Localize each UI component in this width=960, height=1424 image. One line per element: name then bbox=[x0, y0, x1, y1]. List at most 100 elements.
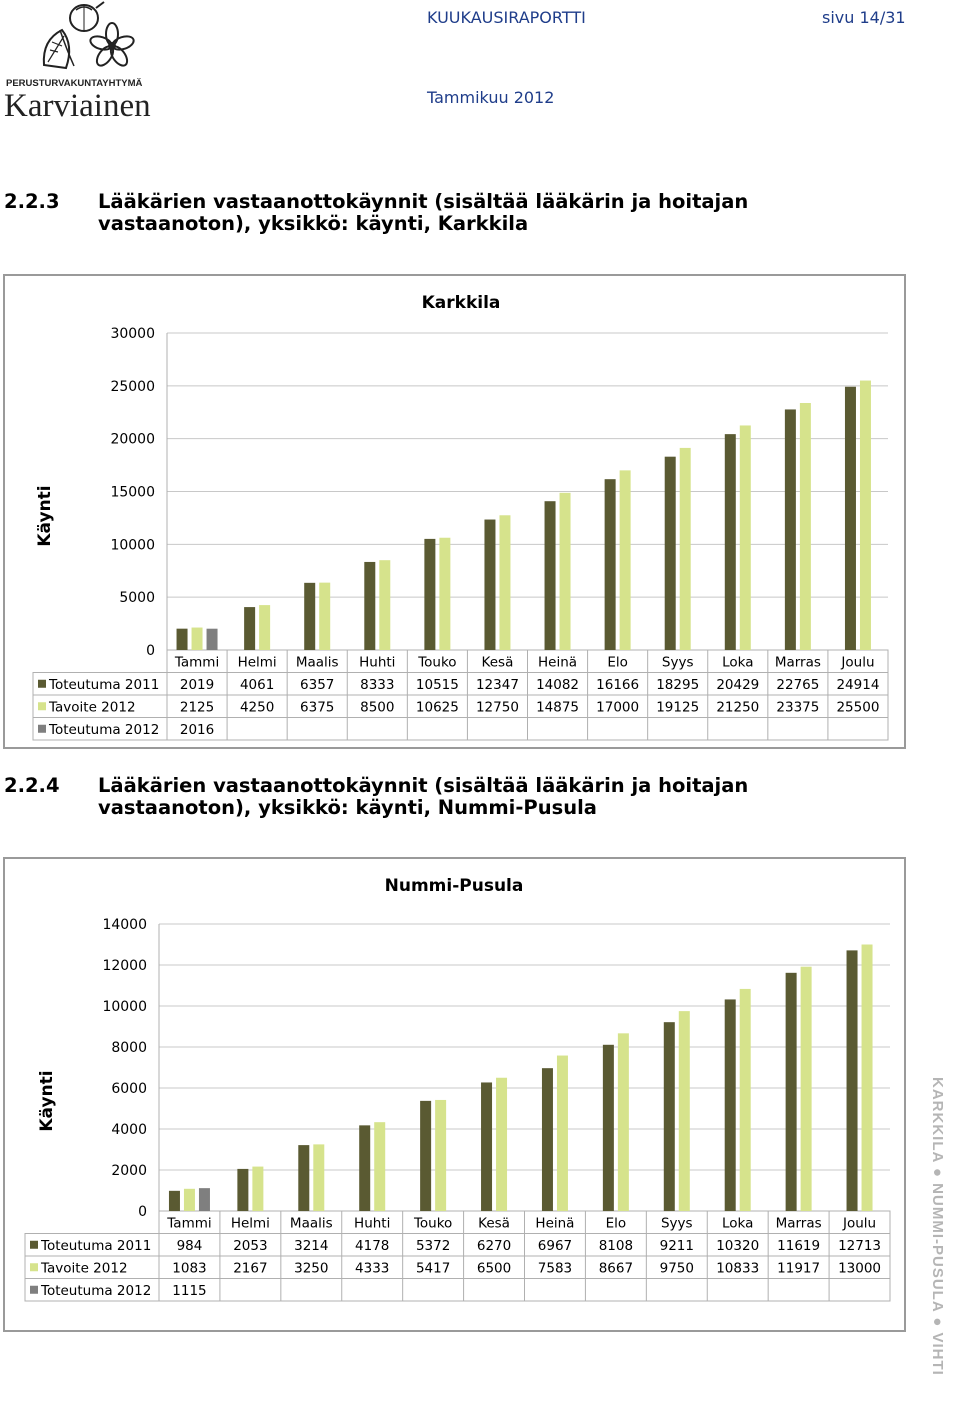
bar bbox=[785, 972, 797, 1211]
table-value: 21250 bbox=[716, 700, 759, 716]
bar bbox=[439, 537, 451, 650]
side-text: KARKKILA ● NUMMI-PUSULA ● VIHTI bbox=[929, 1077, 946, 1376]
category-label: Heinä bbox=[538, 655, 577, 671]
y-tick-label: 14000 bbox=[102, 917, 147, 933]
category-label: Tammi bbox=[166, 1216, 211, 1232]
legend-swatch bbox=[38, 702, 46, 711]
table-value: 25500 bbox=[836, 700, 879, 716]
bar bbox=[424, 538, 436, 650]
table-value: 10320 bbox=[716, 1238, 759, 1254]
category-label: Marras bbox=[775, 655, 821, 671]
table-value: 10833 bbox=[716, 1261, 759, 1277]
bar bbox=[420, 1100, 432, 1211]
category-label: Tammi bbox=[174, 655, 219, 671]
bar bbox=[800, 966, 812, 1211]
table-value: 7583 bbox=[538, 1261, 572, 1277]
bar bbox=[559, 492, 571, 650]
bar bbox=[664, 456, 676, 650]
category-label: Heinä bbox=[535, 1216, 574, 1232]
category-label: Syys bbox=[661, 1216, 693, 1232]
legend-swatch bbox=[30, 1285, 38, 1294]
table-value: 11917 bbox=[777, 1261, 820, 1277]
section-title-line1: Lääkärien vastaanottokäynnit (sisältää l… bbox=[98, 190, 749, 213]
side-region-text: KARKKILA ● NUMMI-PUSULA ● VIHTI bbox=[925, 1075, 955, 1420]
y-tick-label: 15000 bbox=[110, 485, 155, 501]
bar bbox=[846, 950, 858, 1211]
category-label: Joulu bbox=[842, 1216, 876, 1232]
y-tick-label: 8000 bbox=[111, 1040, 147, 1056]
table-value: 1083 bbox=[172, 1261, 206, 1277]
table-value: 4250 bbox=[240, 700, 274, 716]
table-value: 11619 bbox=[777, 1238, 820, 1254]
bar bbox=[168, 1190, 180, 1211]
bar bbox=[861, 944, 873, 1211]
y-tick-label: 30000 bbox=[110, 326, 155, 342]
y-tick-label: 25000 bbox=[110, 379, 155, 395]
legend-swatch bbox=[30, 1263, 38, 1272]
bar bbox=[739, 988, 751, 1211]
section-number: 2.2.4 bbox=[4, 774, 60, 797]
bar bbox=[237, 1168, 249, 1211]
legend-label: Toteutuma 2011 bbox=[40, 1238, 151, 1254]
bar bbox=[364, 561, 376, 650]
table-value: 16166 bbox=[596, 677, 639, 693]
legend-swatch bbox=[38, 679, 46, 688]
category-label: Huhti bbox=[359, 655, 395, 671]
chart-nummi-pusula-svg: Nummi-Pusula Käynti 0 2000 4000 6000 8000 10000… bbox=[24, 876, 891, 1302]
bar bbox=[206, 628, 218, 650]
logo-name: Karviainen bbox=[4, 88, 151, 124]
y-axis-label: Käynti bbox=[37, 1070, 57, 1131]
table-value: 4333 bbox=[355, 1261, 389, 1277]
table-value: 2019 bbox=[180, 677, 214, 693]
legend-label: Tavoite 2012 bbox=[40, 1261, 128, 1277]
category-label: Loka bbox=[722, 655, 753, 671]
bar bbox=[617, 1033, 629, 1211]
table-value: 19125 bbox=[656, 700, 699, 716]
table-value: 20429 bbox=[716, 677, 759, 693]
bar bbox=[176, 628, 188, 650]
table-value: 8108 bbox=[599, 1238, 633, 1254]
table-value: 6357 bbox=[300, 677, 334, 693]
table-value: 5372 bbox=[416, 1238, 450, 1254]
bar bbox=[799, 403, 811, 650]
bar bbox=[724, 999, 736, 1211]
bar bbox=[602, 1044, 614, 1211]
y-tick-label: 20000 bbox=[110, 432, 155, 448]
y-tick-label: 0 bbox=[138, 1204, 147, 1220]
table-value: 2053 bbox=[233, 1238, 267, 1254]
category-label: Elo bbox=[606, 1216, 627, 1232]
legend-label: Toteutuma 2012 bbox=[40, 1283, 151, 1299]
page-number: sivu 14/31 bbox=[822, 8, 906, 27]
category-label: Touko bbox=[413, 1216, 452, 1232]
y-tick-label: 6000 bbox=[111, 1081, 147, 1097]
table-value: 9211 bbox=[660, 1238, 694, 1254]
bar bbox=[844, 386, 856, 650]
category-label: Huhti bbox=[354, 1216, 390, 1232]
table-value: 23375 bbox=[776, 700, 819, 716]
bar bbox=[374, 1122, 386, 1211]
chart-karkkila-svg: Karkkila Käynti 0 5000 10000 15000 20000 25000 3… bbox=[32, 293, 889, 741]
bar bbox=[252, 1166, 264, 1211]
section-number: 2.2.3 bbox=[4, 190, 60, 213]
table-value: 8500 bbox=[360, 700, 394, 716]
report-month: Tammikuu 2012 bbox=[427, 88, 555, 107]
chart-karkkila: Karkkila Käynti 0 5000 10000 15000 20000 25000 3… bbox=[3, 274, 906, 749]
table-value: 12347 bbox=[476, 677, 519, 693]
logo-org: PERUSTURVAKUNTAYHTYMÄ bbox=[6, 78, 142, 89]
section-title-line1: Lääkärien vastaanottokäynnit (sisältää l… bbox=[98, 774, 749, 797]
bar bbox=[663, 1022, 675, 1211]
bar bbox=[379, 560, 391, 650]
bar bbox=[784, 409, 796, 650]
table-value: 6500 bbox=[477, 1261, 511, 1277]
bar bbox=[619, 470, 631, 650]
bar bbox=[359, 1125, 371, 1211]
table-value: 3250 bbox=[294, 1261, 328, 1277]
category-label: Joulu bbox=[840, 655, 874, 671]
category-label: Maalis bbox=[290, 1216, 333, 1232]
table-value: 4178 bbox=[355, 1238, 389, 1254]
bar bbox=[859, 380, 871, 650]
y-tick-label: 0 bbox=[146, 643, 155, 659]
table-value: 5417 bbox=[416, 1261, 450, 1277]
table-value: 24914 bbox=[836, 677, 879, 693]
table-value: 10515 bbox=[416, 677, 459, 693]
